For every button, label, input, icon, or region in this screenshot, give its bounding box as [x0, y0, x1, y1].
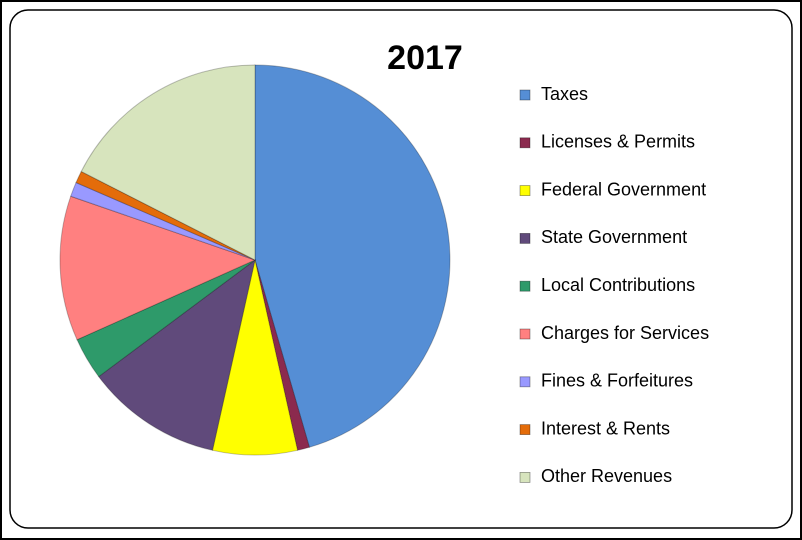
legend-label: Federal Government [541, 179, 706, 199]
legend-swatch [519, 89, 531, 101]
pie-slice [254, 64, 451, 448]
pie-slice [254, 259, 311, 451]
legend-swatch [519, 232, 531, 244]
legend-label: Charges for Services [541, 323, 709, 343]
legend-swatch [519, 424, 531, 436]
legend-swatch [519, 137, 531, 149]
legend-swatch [519, 328, 531, 340]
pie-slice [59, 195, 257, 341]
pie-slice [70, 181, 256, 261]
legend-swatch [519, 280, 531, 292]
pie-slice [75, 170, 256, 261]
chart-title: 2017 [387, 39, 463, 77]
legend-label: Local Contributions [541, 275, 695, 295]
pie-slice [76, 259, 256, 378]
legend-label: Licenses & Permits [541, 132, 695, 152]
legend-label: Other Revenues [541, 466, 672, 486]
legend-swatch [519, 185, 531, 197]
pie-slice [97, 258, 256, 451]
legend-swatch [519, 471, 531, 483]
pie-slice [80, 64, 256, 261]
legend-label: State Government [541, 227, 687, 247]
legend-label: Taxes [541, 84, 588, 104]
legend-swatch [519, 376, 531, 388]
pie-slice [211, 259, 299, 456]
legend-label: Interest & Rents [541, 418, 670, 438]
legend-label: Fines & Forfeitures [541, 371, 693, 391]
